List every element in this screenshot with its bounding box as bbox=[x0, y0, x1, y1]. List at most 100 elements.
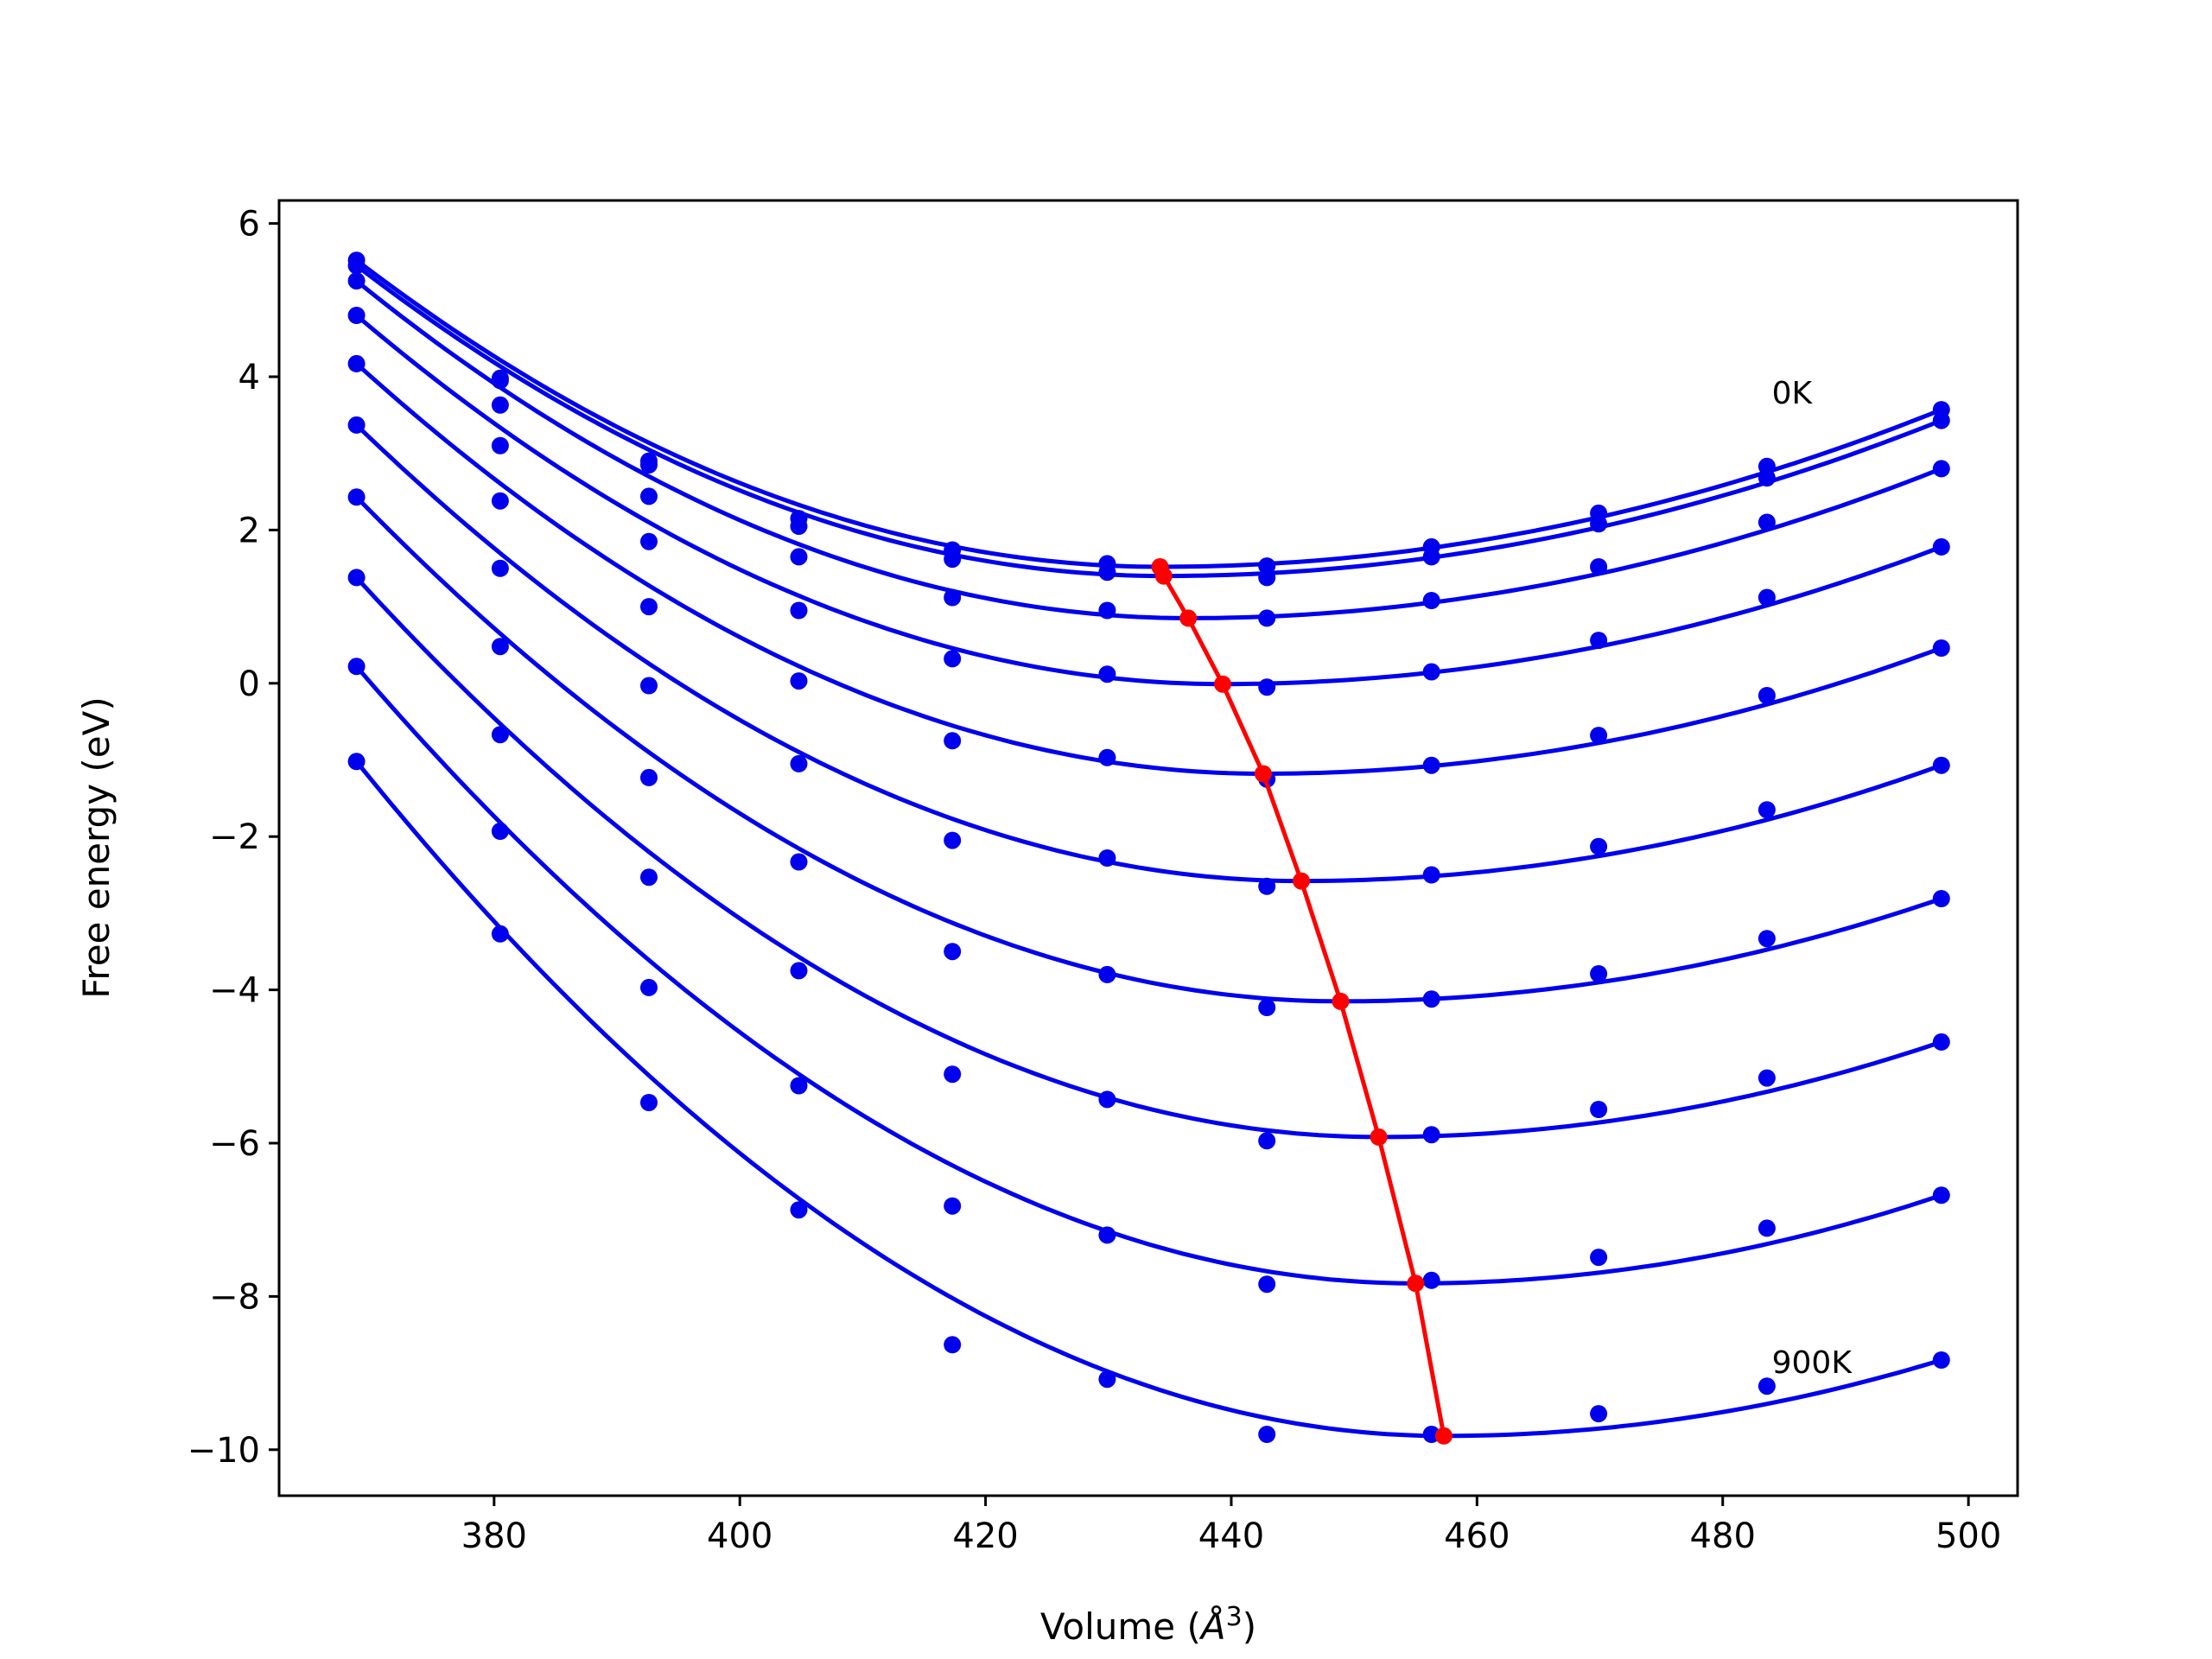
data-point-s5-8 bbox=[1422, 756, 1440, 774]
fit-curves bbox=[354, 258, 1942, 1439]
data-point-s3-6 bbox=[1098, 601, 1116, 620]
data-point-s8-9 bbox=[1590, 1101, 1608, 1118]
data-point-s2-1 bbox=[347, 257, 365, 275]
y-tick-label: −2 bbox=[209, 817, 260, 857]
data-point-s4-2 bbox=[491, 436, 509, 454]
data-point-s6-11 bbox=[1932, 756, 1950, 774]
data-point-s10-9 bbox=[1590, 1405, 1608, 1423]
data-point-s2-6 bbox=[1098, 563, 1116, 582]
data-point-s9-11 bbox=[1932, 1186, 1950, 1205]
annotations: 0K 900K bbox=[1772, 376, 1853, 1381]
data-point-s6-3 bbox=[640, 677, 658, 695]
data-point-s9-1 bbox=[347, 658, 365, 676]
data-point-s5-6 bbox=[1098, 748, 1116, 766]
data-point-s6-8 bbox=[1422, 866, 1440, 884]
data-point-s2-2 bbox=[491, 372, 509, 390]
y-tick-label: −4 bbox=[209, 971, 260, 1011]
data-point-s7-2 bbox=[491, 638, 509, 656]
data-point-s5-3 bbox=[640, 598, 658, 616]
data-point-s6-7 bbox=[1258, 877, 1276, 895]
data-point-s7-9 bbox=[1590, 965, 1608, 982]
data-point-s8-6 bbox=[1098, 1090, 1116, 1109]
y-axis-ticks: 6 4 2 0 −2 −4 −6 −8 −10 bbox=[188, 205, 279, 1471]
data-point-s4-7 bbox=[1258, 678, 1276, 696]
x-tick-label: 480 bbox=[1690, 1516, 1756, 1556]
fit-curve-2 bbox=[355, 264, 1942, 579]
data-point-s3-8 bbox=[1422, 592, 1440, 609]
data-points bbox=[347, 251, 1950, 1443]
data-point-s5-1 bbox=[347, 354, 365, 372]
data-point-s3-10 bbox=[1758, 513, 1776, 531]
data-point-s9-6 bbox=[1098, 1226, 1116, 1244]
fit-curve-4 bbox=[354, 314, 1942, 687]
minimum-point-10 bbox=[1435, 1427, 1452, 1445]
x-tick-label: 500 bbox=[1936, 1516, 2001, 1556]
y-tick-label: 6 bbox=[238, 205, 260, 245]
data-point-s5-11 bbox=[1932, 639, 1950, 657]
data-point-s9-10 bbox=[1758, 1219, 1776, 1237]
y-tick-label: 2 bbox=[238, 511, 260, 550]
data-point-s8-3 bbox=[640, 868, 658, 887]
data-point-s2-10 bbox=[1758, 469, 1776, 487]
data-point-s6-9 bbox=[1590, 837, 1608, 855]
x-tick-label: 420 bbox=[952, 1516, 1018, 1556]
data-point-s4-9 bbox=[1590, 632, 1608, 650]
data-point-s7-10 bbox=[1758, 930, 1776, 948]
data-point-s2-11 bbox=[1932, 411, 1950, 429]
minimum-path bbox=[1158, 566, 1446, 1437]
data-point-s5-5 bbox=[944, 732, 962, 750]
fit-curve-6 bbox=[354, 423, 1942, 884]
y-tick-label: −8 bbox=[209, 1277, 260, 1317]
data-point-s9-5 bbox=[944, 1197, 962, 1215]
y-tick-label: −6 bbox=[209, 1124, 260, 1164]
minimum-line bbox=[1151, 558, 1452, 1445]
fit-curve-3 bbox=[355, 279, 1942, 620]
data-point-s6-6 bbox=[1098, 849, 1116, 867]
data-point-s2-4 bbox=[790, 518, 808, 535]
data-point-s4-4 bbox=[790, 601, 808, 620]
fit-curve-8 bbox=[354, 575, 1942, 1140]
data-point-s3-11 bbox=[1932, 460, 1950, 478]
data-point-s9-4 bbox=[790, 1077, 808, 1095]
data-point-s7-5 bbox=[944, 943, 962, 961]
data-point-s3-9 bbox=[1590, 558, 1608, 575]
data-point-s10-6 bbox=[1098, 1370, 1116, 1389]
data-point-s9-8 bbox=[1422, 1271, 1440, 1289]
data-point-s8-5 bbox=[944, 1065, 962, 1084]
data-point-s3-1 bbox=[347, 272, 365, 290]
data-point-s10-3 bbox=[640, 1094, 658, 1111]
data-point-s8-2 bbox=[491, 726, 509, 744]
data-point-s10-2 bbox=[491, 925, 509, 943]
data-point-s4-5 bbox=[944, 650, 962, 668]
data-point-s3-2 bbox=[491, 396, 509, 414]
data-point-s6-1 bbox=[347, 416, 365, 434]
minimum-point-3 bbox=[1179, 609, 1198, 627]
data-point-s4-10 bbox=[1758, 588, 1776, 607]
x-tick-label: 440 bbox=[1198, 1516, 1264, 1556]
data-point-s9-7 bbox=[1258, 1275, 1276, 1294]
data-point-s6-2 bbox=[491, 559, 509, 577]
data-point-s10-4 bbox=[790, 1201, 808, 1219]
data-point-s4-6 bbox=[1098, 665, 1116, 683]
data-point-s8-4 bbox=[790, 962, 808, 980]
annotation-label: 900K bbox=[1772, 1345, 1853, 1381]
x-axis-ticks: 380 400 420 440 460 480 500 bbox=[461, 1496, 2001, 1556]
data-point-s3-7 bbox=[1258, 609, 1276, 627]
data-point-s8-11 bbox=[1932, 1033, 1950, 1051]
data-point-s8-7 bbox=[1258, 1132, 1276, 1150]
fit-curve-10 bbox=[354, 760, 1942, 1439]
fit-curve-1 bbox=[355, 258, 1942, 569]
annotation-label: 0K bbox=[1772, 376, 1814, 411]
data-point-s3-3 bbox=[640, 487, 658, 505]
minimum-point-4 bbox=[1214, 675, 1231, 693]
x-tick-label: 380 bbox=[461, 1516, 527, 1556]
data-point-s10-1 bbox=[347, 753, 365, 771]
minimum-point-2 bbox=[1154, 567, 1173, 585]
data-point-s7-1 bbox=[347, 488, 365, 506]
data-point-s2-5 bbox=[944, 550, 962, 569]
data-point-s8-1 bbox=[347, 569, 365, 587]
fit-curve-7 bbox=[354, 495, 1942, 1004]
data-point-s9-9 bbox=[1590, 1249, 1608, 1267]
data-point-s2-9 bbox=[1590, 515, 1608, 533]
